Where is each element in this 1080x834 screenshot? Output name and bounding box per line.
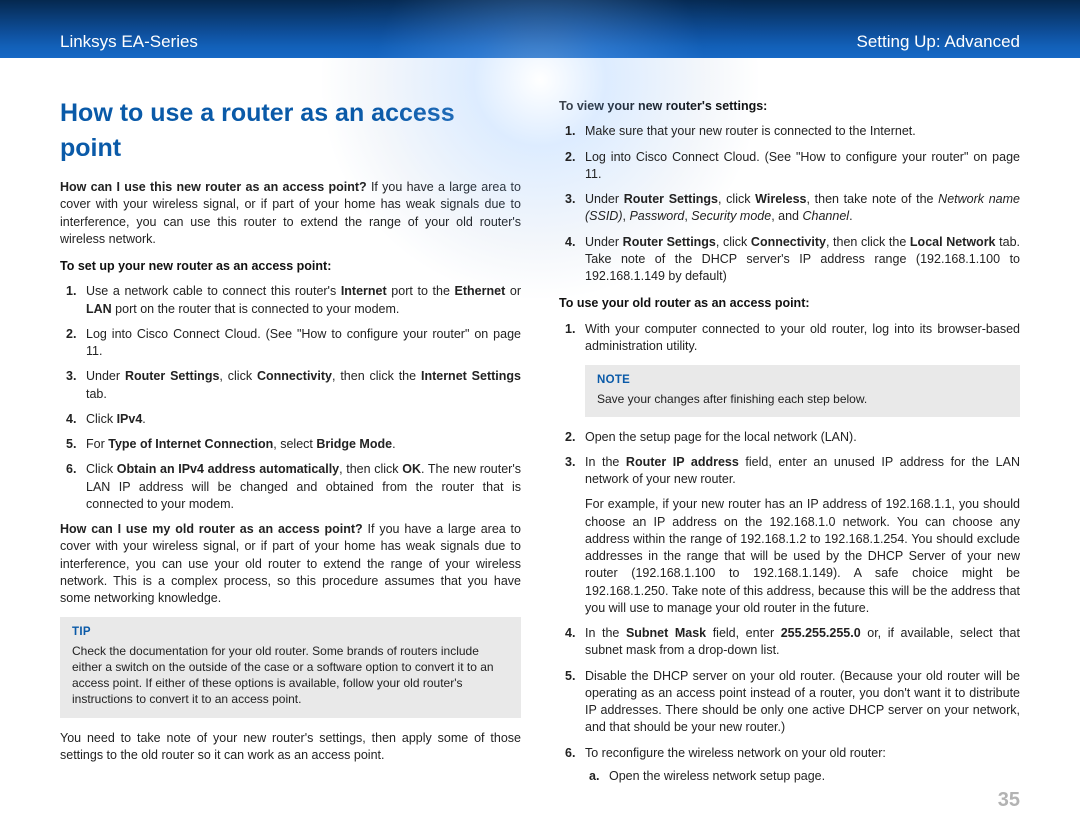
page-number: 35 xyxy=(998,789,1020,812)
document-page: Linksys EA-Series Setting Up: Advanced H… xyxy=(0,0,1080,834)
old-steps: 1. With your computer connected to your … xyxy=(559,321,1020,356)
step-2: 2. Log into Cisco Connect Cloud. (See "H… xyxy=(60,326,521,361)
left-column: How to use a router as an access point H… xyxy=(60,96,521,793)
old-step-6-sub: a. Open the wireless network setup page. xyxy=(585,768,1020,785)
step-1: 1. Use a network cable to connect this r… xyxy=(60,283,521,318)
setup-steps: 1. Use a network cable to connect this r… xyxy=(60,283,521,513)
old-step-6a: a. Open the wireless network setup page. xyxy=(585,768,1020,785)
tip-callout: TIP Check the documentation for your old… xyxy=(60,617,521,717)
page-title: How to use a router as an access point xyxy=(60,96,521,165)
intro-paragraph: How can I use this new router as an acce… xyxy=(60,179,521,248)
step-4: 4. Click IPv4. xyxy=(60,411,521,428)
tip-title: TIP xyxy=(72,625,509,641)
old-question: How can I use my old router as an access… xyxy=(60,522,363,536)
old-steps-cont2: 4. In the Subnet Mask field, enter 255.2… xyxy=(559,625,1020,785)
old-step-5: 5. Disable the DHCP server on your old r… xyxy=(559,668,1020,737)
view-step-2: 2. Log into Cisco Connect Cloud. (See "H… xyxy=(559,149,1020,184)
note-callout: NOTE Save your changes after finishing e… xyxy=(585,365,1020,417)
right-column: To view your new router's settings: 1. M… xyxy=(559,96,1020,793)
header-left: Linksys EA-Series xyxy=(60,32,198,52)
old-subhead: To use your old router as an access poin… xyxy=(559,295,1020,312)
old-step-1: 1. With your computer connected to your … xyxy=(559,321,1020,356)
page-header: Linksys EA-Series Setting Up: Advanced xyxy=(0,0,1080,58)
view-step-4: 4. Under Router Settings, click Connecti… xyxy=(559,234,1020,286)
content-area: How to use a router as an access point H… xyxy=(0,58,1080,793)
closing-paragraph: You need to take note of your new router… xyxy=(60,730,521,765)
view-step-1: 1. Make sure that your new router is con… xyxy=(559,123,1020,140)
old-step-4: 4. In the Subnet Mask field, enter 255.2… xyxy=(559,625,1020,660)
old-step-3-detail: For example, if your new router has an I… xyxy=(559,496,1020,617)
step-3: 3. Under Router Settings, click Connecti… xyxy=(60,368,521,403)
note-title: NOTE xyxy=(597,373,1008,389)
old-steps-cont: 2. Open the setup page for the local net… xyxy=(559,429,1020,489)
tip-body: Check the documentation for your old rou… xyxy=(72,643,509,708)
view-step-3: 3. Under Router Settings, click Wireless… xyxy=(559,191,1020,226)
old-router-paragraph: How can I use my old router as an access… xyxy=(60,521,521,607)
header-right: Setting Up: Advanced xyxy=(856,32,1020,52)
view-steps: 1. Make sure that your new router is con… xyxy=(559,123,1020,285)
step-6: 6. Click Obtain an IPv4 address automati… xyxy=(60,461,521,513)
old-step-6: 6. To reconfigure the wireless network o… xyxy=(559,745,1020,786)
old-step-2: 2. Open the setup page for the local net… xyxy=(559,429,1020,446)
note-body: Save your changes after finishing each s… xyxy=(597,391,1008,407)
intro-question: How can I use this new router as an acce… xyxy=(60,180,367,194)
view-subhead: To view your new router's settings: xyxy=(559,98,1020,115)
setup-subhead: To set up your new router as an access p… xyxy=(60,258,521,275)
old-step-3: 3. In the Router IP address field, enter… xyxy=(559,454,1020,489)
step-5: 5. For Type of Internet Connection, sele… xyxy=(60,436,521,453)
